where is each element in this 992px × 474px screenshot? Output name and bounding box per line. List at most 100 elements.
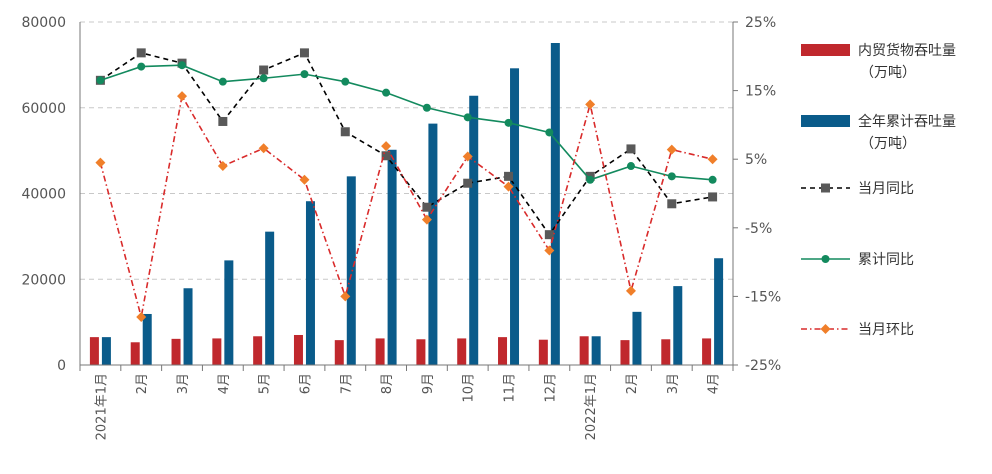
series-point-0 bbox=[299, 48, 309, 58]
left-tick-label: 40000 bbox=[21, 187, 66, 203]
series-point-1 bbox=[545, 128, 554, 137]
series-line-2 bbox=[99, 93, 713, 318]
series-point-0 bbox=[218, 116, 228, 126]
left-tick-label: 60000 bbox=[21, 101, 66, 117]
legend-label: 累计同比 bbox=[858, 252, 914, 268]
x-tick-label: 10月 bbox=[462, 373, 477, 403]
series-point-1 bbox=[708, 175, 717, 184]
series-point-0 bbox=[626, 144, 636, 154]
right-tick-label: 5% bbox=[745, 152, 767, 168]
bar-monthly bbox=[498, 337, 508, 365]
series-point-2 bbox=[421, 214, 432, 225]
series-point-1 bbox=[137, 62, 146, 71]
left-tick-label: 20000 bbox=[21, 272, 66, 288]
bar-monthly bbox=[538, 339, 548, 365]
bar-monthly bbox=[375, 338, 385, 365]
legend-label: （万吨） bbox=[860, 136, 916, 152]
bar-monthly bbox=[457, 338, 467, 365]
bar-monthly bbox=[334, 340, 344, 365]
x-tick-label: 3月 bbox=[176, 373, 191, 394]
x-tick-label: 6月 bbox=[298, 373, 313, 394]
bar-cumulative bbox=[142, 313, 152, 365]
series-point-2 bbox=[299, 174, 310, 185]
bar-monthly bbox=[620, 340, 630, 365]
x-tick-label: 2022年1月 bbox=[584, 373, 599, 440]
bar-monthly bbox=[171, 338, 181, 365]
bar-monthly bbox=[293, 334, 303, 365]
series-point-2 bbox=[625, 285, 636, 296]
right-tick-label: -25% bbox=[745, 358, 781, 374]
bar-cumulative bbox=[632, 311, 642, 365]
right-tick-label: 25% bbox=[745, 15, 776, 31]
legend-marker bbox=[821, 255, 830, 263]
series-point-0 bbox=[381, 151, 391, 161]
series-point-2 bbox=[258, 143, 269, 154]
bar-cumulative bbox=[591, 336, 601, 365]
x-tick-label: 4月 bbox=[707, 373, 722, 394]
legend-label: （万吨） bbox=[860, 65, 916, 81]
bar-cumulative bbox=[387, 149, 397, 365]
x-tick-label: 3月 bbox=[666, 373, 681, 394]
series-point-1 bbox=[382, 88, 391, 97]
bar-cumulative bbox=[305, 201, 315, 365]
series-point-1 bbox=[586, 175, 595, 184]
bar-cumulative bbox=[183, 288, 193, 365]
bar-monthly bbox=[253, 336, 263, 365]
bar-cumulative bbox=[224, 260, 234, 365]
bar-monthly bbox=[130, 342, 140, 365]
series-point-1 bbox=[300, 70, 309, 79]
series-point-1 bbox=[178, 61, 187, 70]
legend-label: 当月同比 bbox=[858, 181, 914, 197]
series-point-2 bbox=[462, 151, 473, 162]
series-point-2 bbox=[666, 144, 677, 155]
axes: 0 20000 40000 60000 80000 -25% -15% -5% 5% 15% 25%… bbox=[21, 15, 781, 440]
bar-monthly bbox=[212, 338, 222, 365]
legend-label: 当月环比 bbox=[858, 322, 914, 338]
x-tick-label: 8月 bbox=[380, 373, 395, 394]
lines bbox=[95, 48, 718, 322]
series-point-0 bbox=[340, 127, 350, 137]
series-point-2 bbox=[707, 154, 718, 165]
x-tick-label: 11月 bbox=[503, 373, 518, 403]
legend-label: 全年累计吞吐量 bbox=[858, 113, 956, 130]
right-tick-label: 15% bbox=[745, 84, 776, 100]
x-tick-label: 9月 bbox=[421, 373, 436, 394]
bar-cumulative bbox=[469, 95, 479, 366]
legend-swatch bbox=[801, 44, 850, 56]
legend-marker bbox=[820, 324, 831, 334]
series-point-1 bbox=[341, 77, 350, 86]
series-point-2 bbox=[381, 141, 392, 152]
bars bbox=[89, 43, 724, 366]
series-point-0 bbox=[422, 202, 432, 212]
right-tick-label: -15% bbox=[745, 289, 781, 305]
series-point-0 bbox=[136, 48, 146, 58]
series-point-0 bbox=[504, 171, 514, 181]
bar-cumulative bbox=[550, 43, 560, 365]
x-tick-label: 5月 bbox=[258, 373, 273, 394]
bar-cumulative bbox=[346, 176, 356, 365]
left-tick-label: 80000 bbox=[21, 15, 66, 31]
series-point-2 bbox=[217, 161, 228, 172]
x-tick-label: 2月 bbox=[135, 373, 150, 394]
x-tick-label: 4月 bbox=[217, 373, 232, 394]
series-point-2 bbox=[177, 91, 188, 102]
legend-label: 内贸货物吞吐量 bbox=[858, 42, 956, 59]
series-point-1 bbox=[218, 77, 227, 86]
legend-swatch bbox=[801, 115, 850, 127]
bar-cumulative bbox=[101, 337, 111, 365]
x-tick-label: 2021年1月 bbox=[94, 373, 109, 440]
series-point-2 bbox=[544, 245, 555, 256]
series-point-0 bbox=[708, 192, 718, 202]
series-point-1 bbox=[504, 118, 513, 127]
series-point-1 bbox=[463, 113, 472, 122]
gridlines bbox=[80, 21, 733, 280]
series-point-2 bbox=[340, 291, 351, 302]
series-line-1 bbox=[100, 64, 713, 181]
x-tick-label: 12月 bbox=[543, 373, 558, 403]
bar-monthly bbox=[89, 337, 99, 365]
series-point-1 bbox=[422, 103, 431, 112]
series-point-2 bbox=[136, 311, 147, 322]
bar-cumulative bbox=[673, 286, 683, 365]
